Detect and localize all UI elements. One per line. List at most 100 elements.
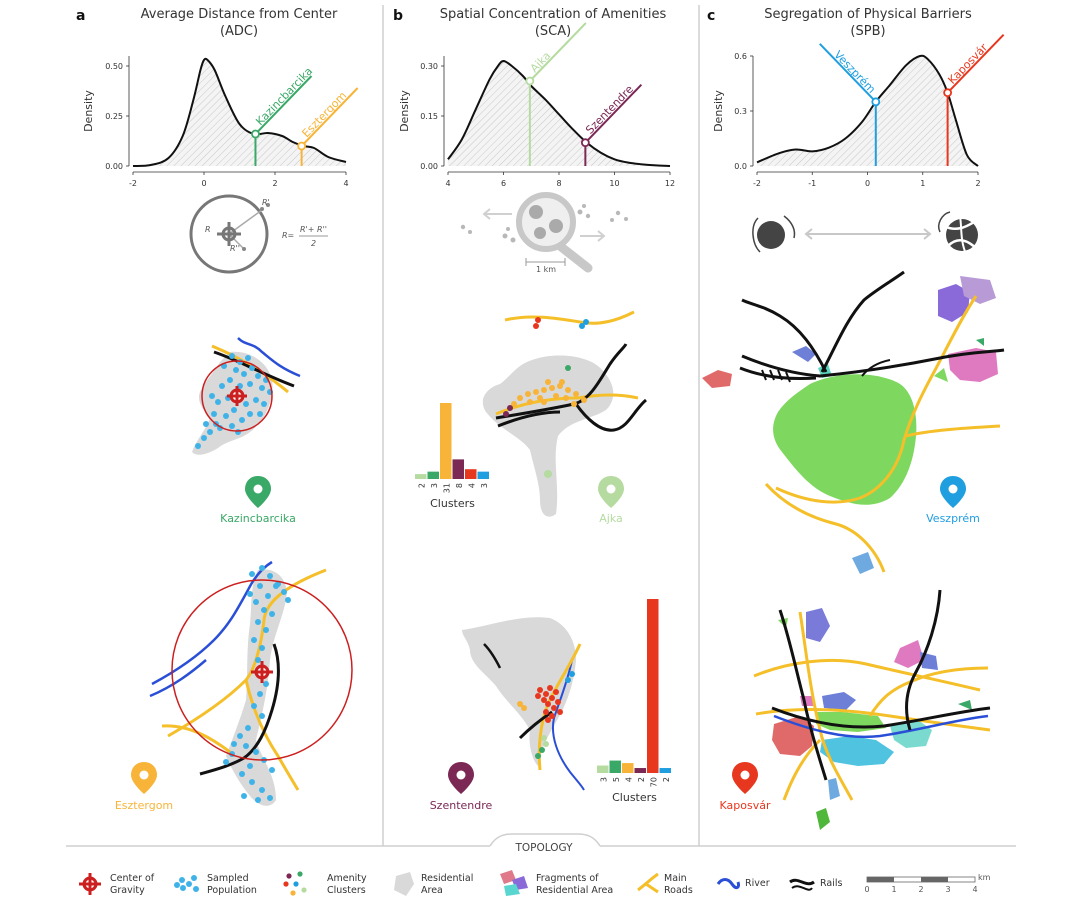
map-dot [207,429,213,435]
main-road [775,295,978,504]
density-curve [756,54,979,167]
map-dot [203,421,209,427]
city-label-kazincbarcika: Kazincbarcika [220,512,296,525]
map-dot [565,677,571,683]
map-dot [581,397,587,403]
average-distance-circle [201,360,273,432]
amenity-clusters [517,671,575,759]
map-dot [249,779,255,785]
legend-label: Sampled [207,873,249,884]
sampled-population [195,353,273,449]
marker-leader [946,33,1005,94]
cluster-bar [647,599,659,773]
sample-point [242,247,246,251]
formula-r-prime: R' [262,198,270,207]
map-dot [507,405,513,411]
fragment-residential-pink [948,348,998,382]
main-road [753,658,981,692]
y-tick-label: 0.6 [734,52,747,61]
map-dot [273,583,279,589]
map-dot [579,323,585,329]
map-dot [247,763,253,769]
y-axis-label: Density [82,90,95,132]
map-dot [209,393,215,399]
cluster-bar [622,763,634,773]
city-label-ajka: Ajka [599,512,623,525]
marker-leader [254,75,313,135]
river [237,337,301,378]
rails-icon [789,878,815,886]
map-dot [281,589,287,595]
river [552,659,585,791]
marker-label: Kaposvár [945,41,990,87]
map-dot [517,395,523,401]
map-dot [547,685,553,691]
cluster-bar [415,474,427,479]
cluster-count-label: 4 [467,483,476,488]
map-dot [215,399,221,405]
sampled-population [223,565,291,803]
map-dot [261,401,267,407]
marker-point [943,88,953,98]
sample-point [266,203,270,207]
legend-label: Rails [820,878,842,889]
map-dot [573,391,579,397]
x-tick-label: 2 [975,179,980,188]
map-dot [247,591,253,597]
map-dot [541,697,547,703]
ajka-pin: Ajka [598,476,624,525]
fragment-residential-red [702,370,732,388]
x-tick-label: 0 [201,179,206,188]
map-dot [259,713,265,719]
map-dot [553,689,559,695]
city-label-szentendre: Szentendre [430,799,493,812]
szentendre-pin: Szentendre [430,762,493,812]
river-icon [716,878,740,890]
map-dot [249,365,255,371]
marker-label: Kazincbarcika [253,65,315,128]
marker-point [251,129,260,139]
map-dot [541,399,547,405]
marker-leader [584,83,643,144]
residential-area [482,355,614,517]
map-dot [535,753,541,759]
map-dot [559,379,565,385]
map-dot [583,319,589,325]
cluster-count-label: 3 [480,483,489,488]
residential-area [192,351,273,455]
legend-label: Residential [421,873,473,884]
map-dot [511,401,517,407]
map-dot [541,735,547,741]
marker-point [871,97,881,107]
map-dot [231,407,237,413]
amenity-clusters [503,317,589,478]
map-dot [261,607,267,613]
fragment-residential-lightblue [852,552,874,574]
map-dot [545,701,551,707]
magnifier-icon [516,192,576,252]
fragment-residential-teal [890,720,932,748]
cluster-bar [477,471,489,479]
legend-label: Main [664,873,687,884]
panel-letter: b [393,8,403,24]
map-dot [267,795,273,801]
residential-area-icon [394,872,414,896]
cluster-bar [634,768,646,773]
fragment-residential-purple [938,284,970,322]
residential-area [226,569,287,806]
formula-denominator: 2 [311,239,316,248]
y-axis-label: Density [398,90,411,132]
map-dot [549,385,555,391]
density-area [448,61,670,166]
rails [495,343,628,420]
map-dot [259,645,265,651]
panel-title: Segregation of Physical Barriers [764,7,972,22]
fragment-residential-blue [792,346,816,362]
marker-leader [529,22,587,82]
cluster-bar [659,768,671,773]
road-icon [637,872,659,894]
legend-label: Center of [110,873,155,884]
marker-point [297,141,307,151]
map-dot [255,657,261,663]
